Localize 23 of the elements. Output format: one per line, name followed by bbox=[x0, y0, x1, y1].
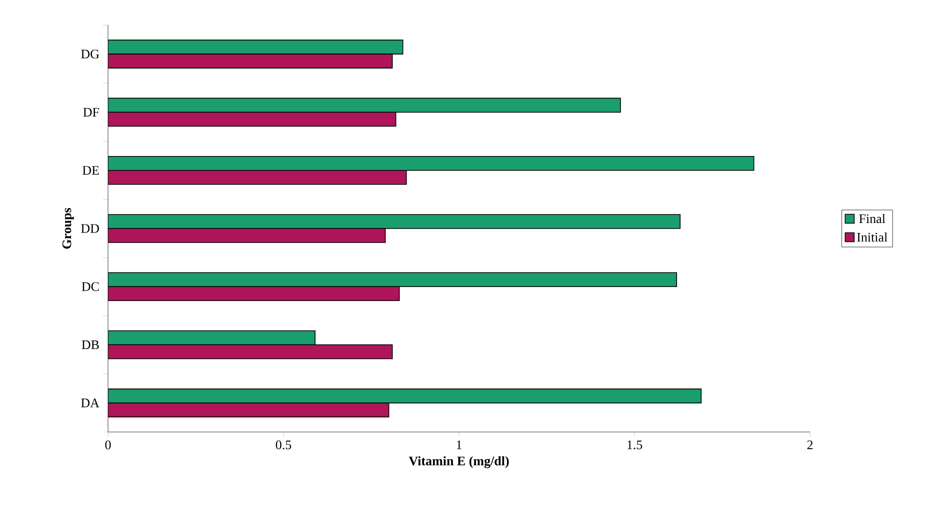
x-tick-label: 1.5 bbox=[628, 440, 642, 450]
y-tick-label: DB bbox=[82, 340, 99, 350]
legend-label: Initial bbox=[857, 232, 888, 242]
x-tick-label: 2 bbox=[807, 440, 813, 450]
y-tick-label: DC bbox=[82, 282, 99, 292]
x-tick-label: 1 bbox=[456, 440, 462, 450]
x-tick-label: 0 bbox=[105, 440, 111, 450]
y-tick-label: DA bbox=[81, 398, 100, 408]
bar bbox=[108, 228, 386, 243]
bar bbox=[108, 402, 390, 418]
x-axis-title: Vitamin E (mg/dl) bbox=[408, 456, 509, 468]
legend-label: Final bbox=[859, 214, 886, 224]
y-tick-label: DD bbox=[81, 224, 99, 233]
y-axis-title: Groups bbox=[62, 208, 74, 249]
bar bbox=[108, 286, 400, 302]
y-tick-label: DF bbox=[83, 108, 100, 116]
bar bbox=[108, 170, 407, 185]
x-tick-label: 0.5 bbox=[276, 440, 292, 450]
bar bbox=[108, 344, 393, 360]
y-tick-label: DE bbox=[82, 166, 99, 175]
bar bbox=[108, 112, 396, 127]
y-tick-label: DG bbox=[81, 50, 100, 58]
bar bbox=[108, 54, 393, 68]
